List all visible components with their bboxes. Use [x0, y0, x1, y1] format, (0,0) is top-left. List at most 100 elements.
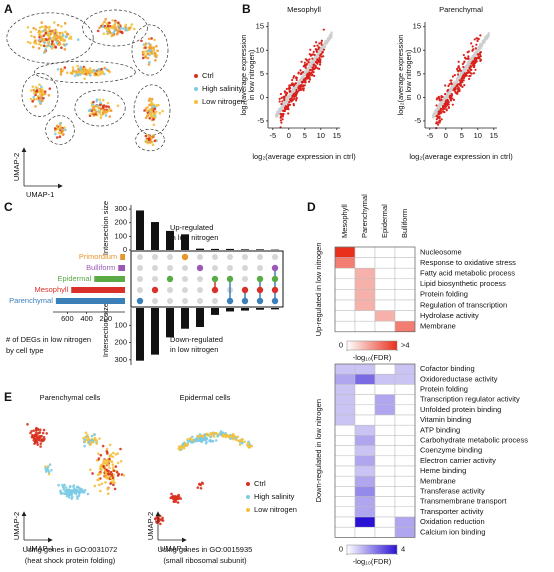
plot-title: Mesophyll	[287, 5, 321, 14]
heatmap-cell	[354, 267, 376, 280]
decor-dot	[306, 69, 309, 72]
decor-dot	[248, 444, 252, 448]
decor-dot	[300, 60, 303, 63]
decor-dot	[150, 137, 153, 140]
decor-dot	[479, 47, 482, 50]
decor-dot	[65, 42, 68, 46]
decor-dot	[113, 487, 117, 491]
heatmap-cell	[394, 299, 416, 311]
decor-dot	[109, 482, 112, 485]
decor-dot	[461, 79, 464, 82]
decor-dot	[65, 32, 69, 36]
decor-dot	[445, 108, 448, 111]
row-label: Oxidoreductase activity	[420, 374, 498, 383]
decor-dot	[318, 46, 321, 49]
decor-dot	[39, 44, 43, 47]
bar	[271, 308, 279, 310]
decor-dot	[289, 84, 293, 87]
decor-dot	[106, 452, 109, 455]
decor-dot	[295, 76, 298, 80]
decor-dot	[284, 91, 287, 94]
decor-dot	[456, 83, 459, 86]
decor-dot	[462, 53, 465, 57]
decor-dot	[309, 60, 312, 63]
decor-dot	[92, 108, 96, 112]
decor-dot	[54, 46, 58, 49]
decor-dot	[92, 100, 95, 104]
x-tick-label: -5	[269, 131, 276, 140]
decor-dot	[51, 31, 54, 35]
matrix-dot	[197, 276, 203, 282]
column-label: Bulliform	[400, 209, 409, 238]
matrix-dot-active	[151, 286, 159, 294]
heatmap-cell	[374, 299, 396, 311]
decor-dot	[35, 441, 39, 444]
decor-dot	[221, 434, 225, 438]
decor-dot	[151, 143, 155, 147]
bar	[196, 308, 204, 327]
decor-dot	[470, 62, 473, 65]
decor-dot	[212, 435, 216, 438]
bar	[196, 248, 204, 250]
heatmap-cell	[354, 278, 376, 290]
decor-dot	[39, 89, 43, 93]
decor-dot	[287, 87, 290, 90]
decor-dot	[313, 44, 316, 48]
decor-dot	[447, 103, 450, 106]
colorbar-label: -log₁₀(FDR)	[353, 557, 392, 566]
decor-dot	[459, 84, 462, 87]
heatmap-cell	[394, 455, 416, 467]
decor-dot	[106, 24, 110, 28]
decor-dot	[280, 102, 283, 106]
heatmap-cell	[334, 486, 356, 497]
decor-dot	[103, 20, 106, 24]
matrix-dot-active	[226, 297, 234, 305]
decor-dot	[54, 132, 57, 136]
decor-dot	[170, 492, 173, 496]
decor-dot	[44, 47, 47, 51]
decor-dot	[294, 85, 297, 88]
matrix-dot	[197, 298, 203, 304]
decor-dot	[278, 100, 281, 103]
decor-dot	[295, 88, 298, 92]
decor-dot	[36, 87, 39, 90]
matrix-box	[130, 250, 284, 308]
heatmap-cell	[354, 526, 376, 538]
decor-dot	[119, 447, 122, 451]
heatmap-cell	[374, 414, 396, 426]
row-label: Heme binding	[420, 466, 466, 475]
x-tick-label: 400	[80, 314, 93, 323]
decor-dot	[146, 56, 150, 60]
heatmap-cell	[354, 394, 376, 406]
decor-dot	[42, 37, 46, 41]
decor-dot	[148, 135, 151, 138]
decor-dot	[275, 114, 278, 117]
decor-dot	[53, 127, 57, 130]
decor-dot	[30, 34, 33, 38]
decor-dot	[28, 41, 32, 45]
decor-dot	[99, 103, 102, 106]
decor-dot	[46, 465, 50, 469]
decor-dot	[52, 43, 56, 46]
decor-dot	[310, 71, 313, 74]
axis-label: UMAP-2	[146, 512, 155, 540]
decor-dot	[64, 492, 67, 495]
decor-dot	[453, 74, 456, 77]
decor-dot	[145, 109, 149, 113]
row-label: Transcription regulator activity	[420, 395, 520, 404]
decor-dot	[61, 68, 65, 72]
bar	[256, 249, 264, 250]
decor-dot	[26, 26, 30, 29]
decor-dot	[435, 115, 438, 118]
decor-dot	[144, 55, 148, 59]
decor-dot	[153, 51, 157, 55]
y-tick-label: 5	[417, 69, 421, 78]
decor-dot	[309, 48, 312, 51]
heatmap-cell	[394, 289, 416, 301]
matrix-dot	[152, 276, 158, 282]
heatmap-cell	[334, 373, 356, 385]
decor-dot	[95, 458, 99, 462]
matrix-dot	[182, 298, 188, 304]
decor-dot	[318, 60, 321, 64]
decor-dot	[55, 136, 59, 139]
